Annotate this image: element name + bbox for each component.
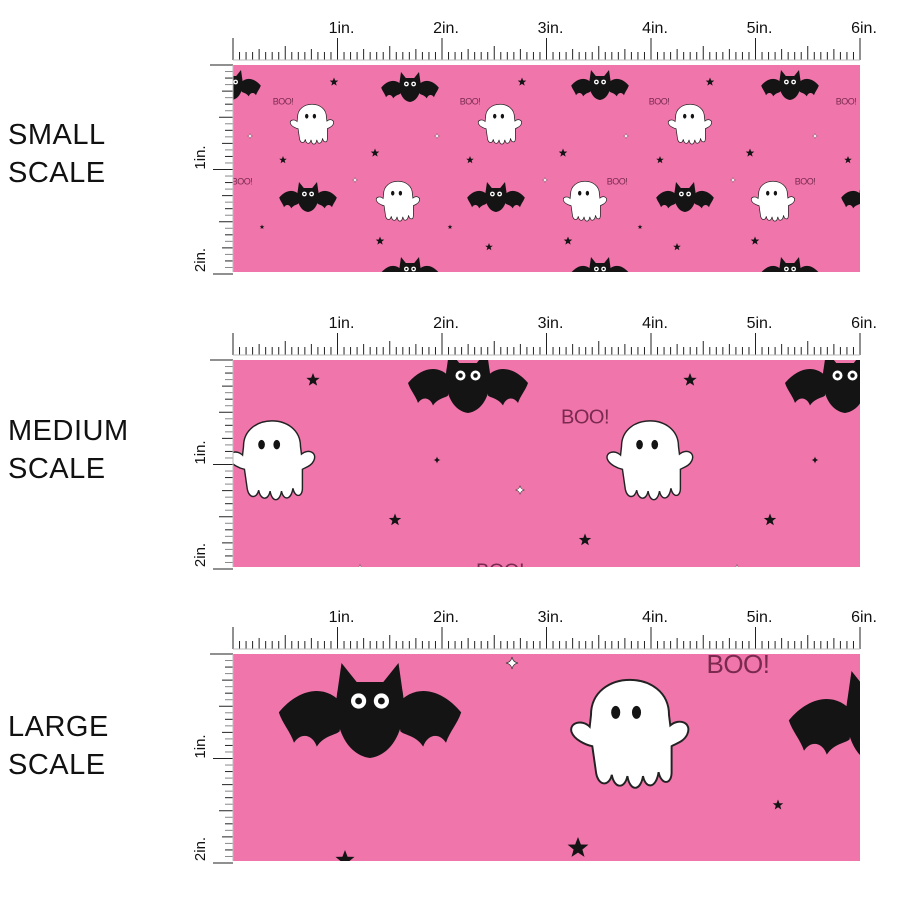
boo-text: BOO! [649,96,670,106]
ruler-label-3in: 3in. [538,315,564,332]
ruler-label-4in: 4in. [642,20,668,37]
ruler-label-5in: 5in. [747,20,773,37]
pattern-motifs: BOO! BOO! BOO! BOO! BOO! BOO! BOO! [232,70,860,272]
horizontal-ruler [232,627,861,650]
fabric-panel-large: BOO! 1in. 2in. 3in. 4in. 5in. 6in. 1in. 2in. [192,609,877,864]
ruler-label-6in: 6in. [851,20,877,37]
vertical-ruler [210,64,234,275]
large-scale-label-line1: LARGE [8,711,109,743]
small-scale-label-line2: SCALE [8,157,106,189]
ruler-label-3in: 3in. [538,20,564,37]
ruler-label-4in: 4in. [642,609,668,626]
boo-text: BOO! [273,96,294,106]
horizontal-ruler [232,38,861,61]
vertical-ruler-label-1in: 1in. [192,734,209,758]
pattern-motifs: BOO! BOO! [233,360,860,582]
medium-scale-label-line2: SCALE [8,453,106,485]
horizontal-ruler [232,333,861,356]
medium-scale-label: MEDIUM SCALE [8,412,129,488]
ruler-label-2in: 2in. [433,20,459,37]
large-scale-label: LARGE SCALE [8,708,109,784]
boo-text: BOO! [795,176,816,186]
vertical-ruler [210,359,234,570]
ruler-label-1in: 1in. [329,20,355,37]
boo-text: BOO! [476,560,524,582]
vertical-ruler-label-2in: 2in. [192,543,209,567]
ruler-label-4in: 4in. [642,315,668,332]
fabric-background [233,360,860,567]
fabric-background [233,654,860,861]
vertical-ruler [210,653,234,864]
ruler-label-1in: 1in. [329,609,355,626]
large-scale-label-line2: SCALE [8,749,106,781]
boo-text: BOO! [836,96,857,106]
vertical-ruler-label-1in: 1in. [192,440,209,464]
small-scale-label-line1: SMALL [8,119,106,151]
boo-text: BOO! [561,406,609,428]
ruler-label-1in: 1in. [329,315,355,332]
ruler-label-6in: 6in. [851,315,877,332]
small-scale-label: SMALL SCALE [8,116,106,192]
ruler-label-2in: 2in. [433,315,459,332]
boo-text: BOO! [460,96,481,106]
boo-text: BOO! [232,176,253,186]
fabric-background [233,65,860,272]
ruler-label-5in: 5in. [747,315,773,332]
ruler-label-6in: 6in. [851,609,877,626]
vertical-ruler-label-1in: 1in. [192,145,209,169]
medium-scale-label-line1: MEDIUM [8,415,129,447]
vertical-ruler-label-2in: 2in. [192,248,209,272]
boo-text: BOO! [706,649,769,679]
vertical-ruler-label-2in: 2in. [192,837,209,861]
fabric-panel-medium: BOO! BOO! 1in. 2in. 3in. 4in. 5in. 6in. 1in. 2in. [192,315,877,582]
pattern-motifs: BOO! [278,649,860,861]
ruler-label-5in: 5in. [747,609,773,626]
boo-text: BOO! [607,176,628,186]
ruler-label-2in: 2in. [433,609,459,626]
fabric-panel-small: BOO! BOO! BOO! BOO! BOO! BOO! BOO! 1in. 2in. 3in.… [192,20,877,275]
ruler-label-3in: 3in. [538,609,564,626]
